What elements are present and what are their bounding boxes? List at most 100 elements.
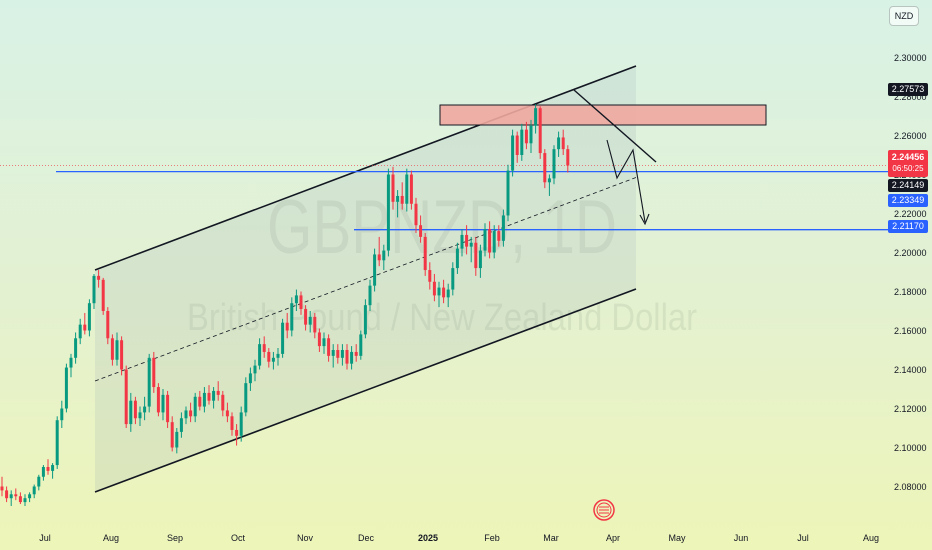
price-axis-tick: 2.30000 <box>894 53 927 63</box>
time-axis-tick: Aug <box>863 533 879 543</box>
price-axis-tick: 2.20000 <box>894 248 927 258</box>
time-axis-tick: Apr <box>606 533 620 543</box>
current-price: 2.24456 <box>891 152 925 162</box>
candle-body <box>442 287 446 298</box>
candle-body <box>451 268 455 290</box>
candle-body <box>386 174 390 251</box>
candle-body <box>414 203 418 226</box>
time-axis[interactable]: Jul Aug Sep Oct Nov Dec 2025 Feb Mar Apr May Jun Jul… <box>39 533 879 543</box>
candle-countdown: 06:50:25 <box>892 164 924 173</box>
candle-body <box>46 467 50 471</box>
candle-body <box>524 129 528 144</box>
price-tag-recent-high: 2.27573 <box>888 83 928 96</box>
candle-body <box>230 416 234 430</box>
candle-body <box>492 231 496 253</box>
candle-body <box>281 322 285 354</box>
candle-body <box>161 394 165 413</box>
candle-body <box>400 195 404 204</box>
candle-body <box>478 250 482 269</box>
candle-body <box>69 357 73 368</box>
time-axis-tick: Jul <box>797 533 809 543</box>
candle-body <box>313 316 317 333</box>
candle-body <box>138 412 142 419</box>
currency-button[interactable]: NZD <box>889 6 919 26</box>
price-axis-tick: 2.12000 <box>894 404 927 414</box>
candle-body <box>74 338 78 358</box>
candle-body <box>377 254 381 261</box>
candle-body <box>359 334 363 356</box>
channel-lower-line <box>94 288 637 493</box>
candle-body <box>331 350 335 356</box>
candle-body <box>156 387 160 413</box>
candle-body <box>396 195 400 202</box>
candle-body <box>304 309 308 325</box>
candle-body <box>391 174 395 202</box>
time-axis-tick: Sep <box>167 533 183 543</box>
descending-trendline <box>573 89 657 163</box>
watermark-name: British Pound / New Zealand Dollar <box>187 297 697 339</box>
candle-body <box>373 254 377 286</box>
candle-body <box>244 383 248 413</box>
candle-body <box>202 392 206 407</box>
current-price-badge: 2.24456 06:50:25 <box>888 150 928 177</box>
candle-body <box>248 373 252 384</box>
candle-body <box>276 353 280 358</box>
candle-body <box>322 338 326 347</box>
candle-body <box>55 420 59 466</box>
candle-body <box>14 494 18 497</box>
candle-body <box>363 305 367 335</box>
candle-body <box>294 295 298 304</box>
projection-arrowhead <box>639 213 650 226</box>
time-axis-tick: Oct <box>231 533 246 543</box>
time-axis-tick: Feb <box>484 533 500 543</box>
candle-body <box>543 153 547 183</box>
candle-body <box>455 248 459 269</box>
candle-body <box>511 135 515 171</box>
price-axis-tick: 2.28000 <box>894 92 927 102</box>
candle-body <box>143 406 147 413</box>
price-tag-support: 2.24149 <box>888 179 928 192</box>
candle-body <box>32 486 36 495</box>
time-axis-tick: Aug <box>103 533 119 543</box>
candle-body <box>60 408 64 421</box>
candle-body <box>534 108 538 126</box>
candle-body <box>497 231 501 241</box>
price-axis-tick: 2.26000 <box>894 131 927 141</box>
time-axis-tick: Jun <box>734 533 749 543</box>
candle-body <box>552 149 556 179</box>
candle-body <box>221 394 225 411</box>
candle-body <box>437 287 441 296</box>
candle-body <box>327 338 331 356</box>
tradingview-logo-icon[interactable] <box>593 499 615 521</box>
candle-body <box>78 324 82 339</box>
price-axis-tick: 2.10000 <box>894 443 927 453</box>
candle-body <box>506 170 510 216</box>
candle-body <box>28 494 32 499</box>
candle-body <box>239 412 243 436</box>
candle-body <box>285 322 289 331</box>
drawings-layer <box>0 65 888 493</box>
candle-body <box>547 178 551 183</box>
candle-body <box>515 135 519 155</box>
candle-body <box>129 400 133 425</box>
price-axis-tick: 2.22000 <box>894 209 927 219</box>
chart-watermark: GBPNZD, 1D British Pound / New Zealand D… <box>187 185 697 339</box>
candle-body <box>216 390 220 395</box>
candle-body <box>0 486 4 491</box>
projection-path <box>606 139 646 223</box>
candle-body <box>9 494 13 499</box>
candle-body <box>566 149 570 166</box>
candle-body <box>64 367 68 409</box>
price-axis[interactable]: 2.300002.280002.260002.240002.220002.200… <box>894 53 927 492</box>
candle-body <box>336 350 340 358</box>
price-axis-tick: 2.14000 <box>894 365 927 375</box>
candle-body <box>189 410 193 417</box>
time-axis-tick: May <box>668 533 686 543</box>
candle-body <box>184 410 188 419</box>
time-axis-tick: Jul <box>39 533 51 543</box>
candle-body <box>308 316 312 325</box>
watermark-symbol: GBPNZD, 1D <box>267 185 617 270</box>
candle-body <box>235 429 239 436</box>
